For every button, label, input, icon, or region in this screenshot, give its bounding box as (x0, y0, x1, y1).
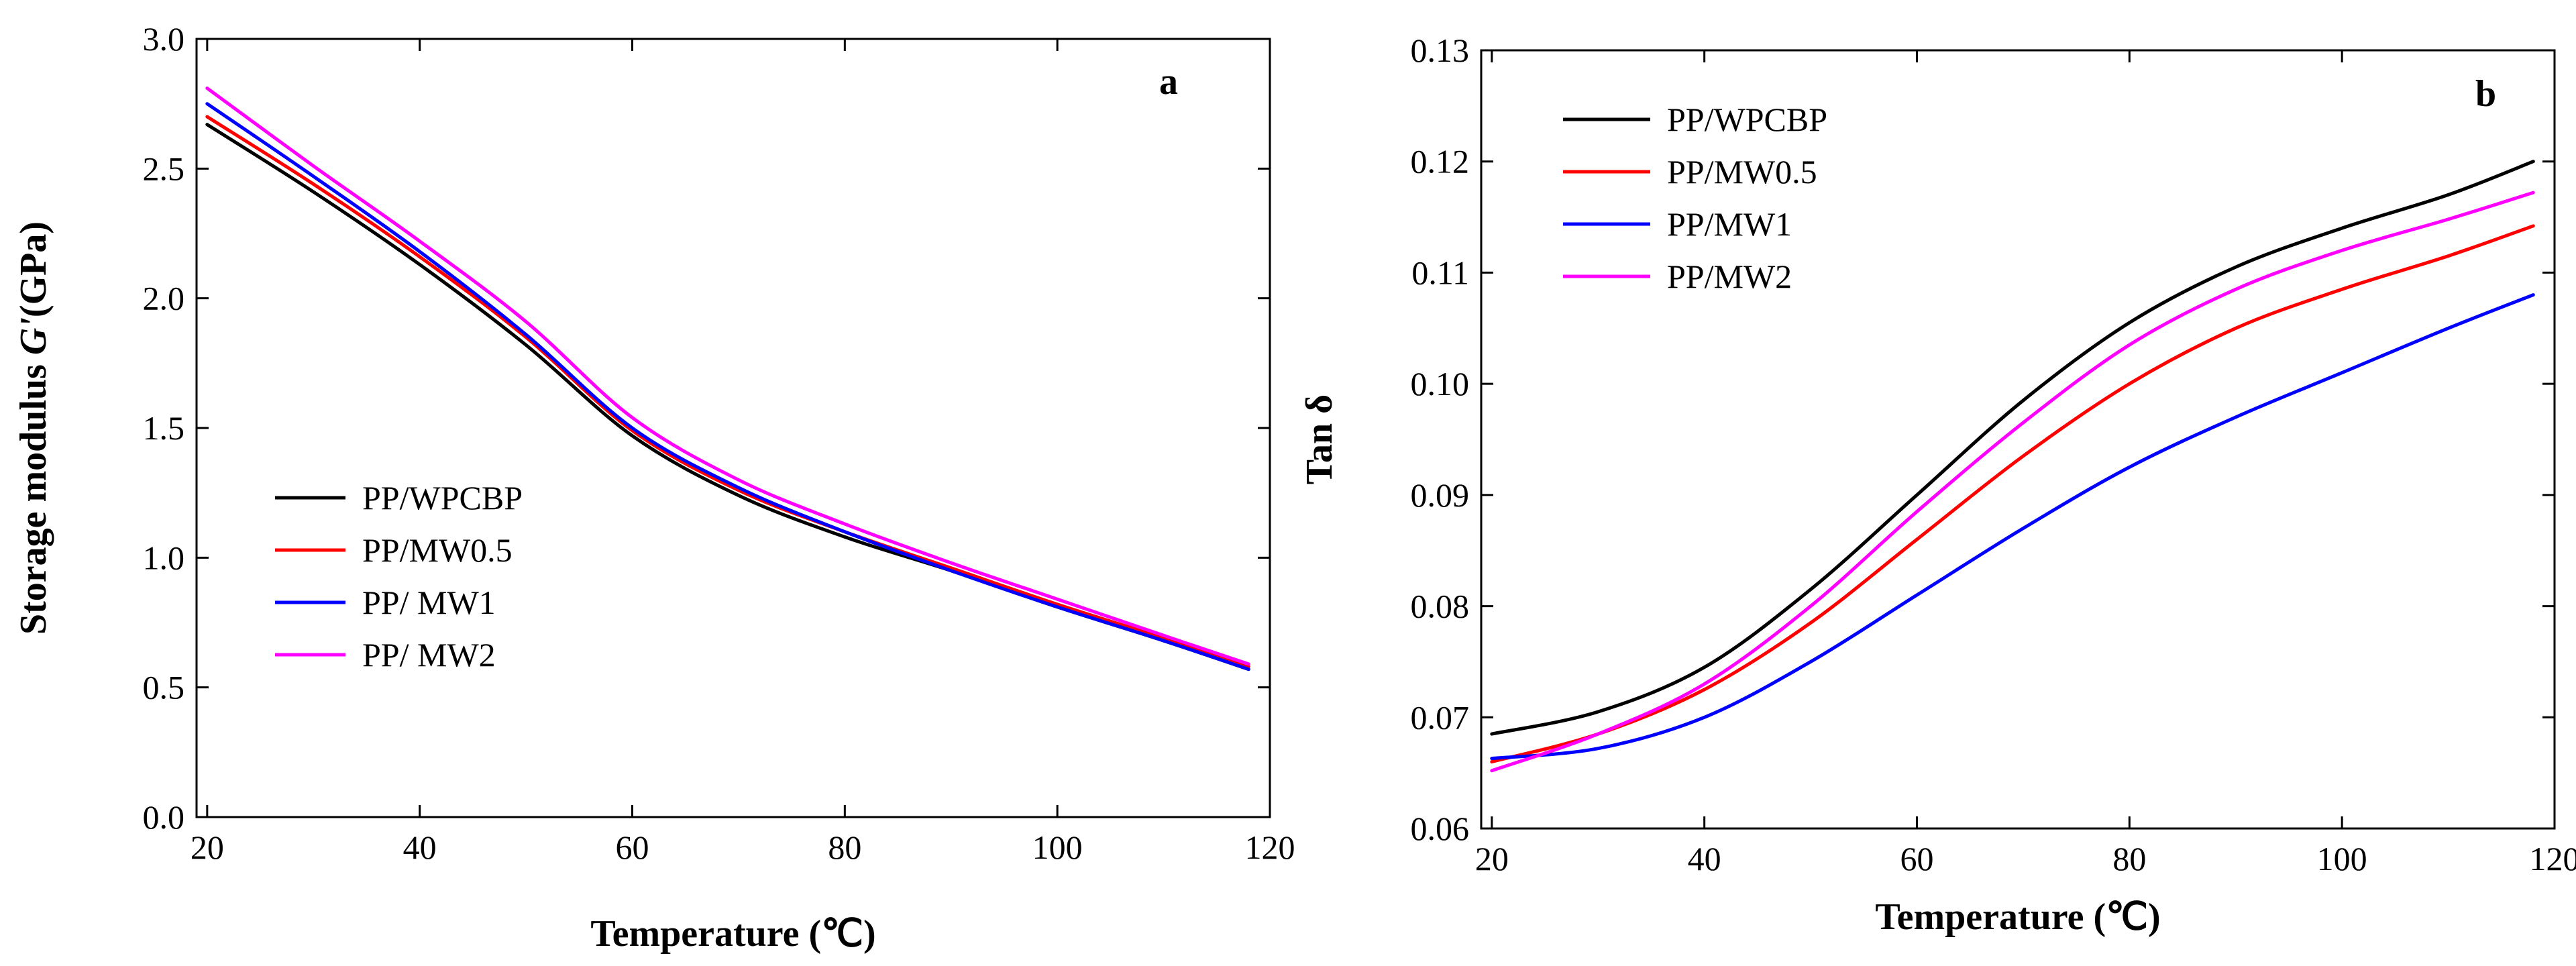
panel-b-legend: PP/WPCBP PP/MW0.5 PP/MW1 PP/MW2 (1563, 101, 1827, 295)
y-tick-label: 0.09 (1411, 476, 1470, 514)
panel-a-series-lines (205, 87, 1250, 672)
legend-label: PP/MW0.5 (362, 531, 513, 569)
series-line-pp-mw0-5 (1490, 224, 2535, 764)
legend-label: PP/WPCBP (362, 479, 523, 517)
legend-item: PP/MW0.5 (1563, 153, 1817, 191)
y-tick-label: 0.06 (1411, 810, 1470, 847)
panel-b-chart: 20 40 60 80 100 120 0.060.070.080.090.100.110… (1299, 32, 2576, 938)
x-tick-label: 100 (1032, 828, 1083, 866)
x-tick-label: 80 (828, 828, 861, 866)
legend-label: PP/ MW2 (362, 636, 496, 674)
y-tick-label: 1.5 (143, 409, 185, 447)
legend-item: PP/MW2 (1563, 258, 1792, 295)
x-tick-label: 120 (2530, 840, 2576, 877)
panel-a-legend: PP/WPCBP PP/MW0.5 PP/ MW1 PP/ MW2 (275, 479, 523, 674)
series-line-pp-mw2 (1490, 191, 2535, 773)
x-tick-label: 120 (1245, 828, 1295, 866)
series-line-pp-mw2 (205, 87, 1250, 666)
x-tick-label: 100 (2317, 840, 2367, 877)
y-tick-label: 2.5 (143, 150, 185, 187)
x-tick-label: 40 (403, 828, 437, 866)
legend-item: PP/MW1 (1563, 205, 1792, 243)
legend-item: PP/WPCBP (275, 479, 523, 517)
panel-a-plot-frame (195, 38, 1271, 818)
y-tick-label: 0.5 (143, 669, 185, 706)
panel-b-y-ticks: 0.06 0.07 0.08 0.09 0.10 0.11 0.12 0.13 (1411, 32, 2555, 847)
panel-b-x-axis-title: Temperature (℃) (1875, 896, 2160, 938)
y-tick-label: 0.10 (1411, 365, 1470, 402)
panel-a-x-axis-title: Temperature (℃) (590, 913, 875, 955)
legend-item: PP/ MW2 (275, 636, 496, 674)
x-tick-label: 20 (191, 828, 224, 866)
x-tick-label: 60 (1900, 840, 1934, 877)
panel-a-y-axis-title: Storage modulus G'(GPa) (13, 221, 54, 635)
y-tick-label: 1.0 (143, 539, 185, 576)
y-tick-label: 0.13 (1411, 32, 1470, 69)
y-tick-label: 0.11 (1411, 254, 1469, 291)
y-tick-label: 0.12 (1411, 143, 1470, 180)
panel-a-x-ticks: 20 40 60 80 100 120 (191, 39, 1295, 866)
panel-b-x-ticks: 20 40 60 80 100 120 (1475, 50, 2576, 877)
panel-b-letter: b (2475, 73, 2496, 115)
x-tick-label: 80 (2112, 840, 2146, 877)
legend-item: PP/WPCBP (1563, 101, 1827, 138)
series-line-pp-mw0-5 (205, 115, 1250, 669)
panel-a-y-ticks: 0.0 0.5 1.0 1.5 2.0 2.5 3.0 (143, 20, 1270, 836)
panel-b-plot-frame (1480, 49, 2556, 830)
legend-label: PP/WPCBP (1667, 101, 1827, 138)
legend-label: PP/MW0.5 (1667, 153, 1817, 191)
x-tick-label: 60 (616, 828, 649, 866)
panel-a-letter: a (1159, 61, 1178, 103)
x-tick-label: 20 (1475, 840, 1509, 877)
x-tick-label: 40 (1688, 840, 1721, 877)
panel-b-y-axis-title: Tan δ (1299, 394, 1340, 484)
panel-a-y-axis-title-symbol: G' (13, 317, 54, 355)
series-line-pp-wpcbp (1490, 160, 2535, 736)
y-tick-label: 0.07 (1411, 698, 1470, 736)
panel-a-y-axis-title-unit: (GPa) (13, 221, 54, 317)
panel-a-y-axis-title-prefix: Storage modulus (13, 355, 54, 635)
legend-label: PP/MW2 (1667, 258, 1792, 295)
panel-b-series-lines (1490, 160, 2535, 773)
panel-a-chart: 20 40 60 80 100 120 0.0 0.5 1.0 1.5 2.0 2.5 3.0 a P… (13, 20, 1295, 955)
series-line-pp-mw1 (1490, 293, 2535, 761)
legend-item: PP/MW0.5 (275, 531, 513, 569)
legend-label: PP/MW1 (1667, 205, 1792, 243)
legend-item: PP/ MW1 (275, 584, 496, 621)
y-tick-label: 0.08 (1411, 588, 1470, 625)
y-tick-label: 0.0 (143, 798, 185, 836)
y-tick-label: 2.0 (143, 280, 185, 317)
legend-label: PP/ MW1 (362, 584, 496, 621)
y-tick-label: 3.0 (143, 20, 185, 58)
series-line-pp-mw1 (205, 102, 1250, 672)
